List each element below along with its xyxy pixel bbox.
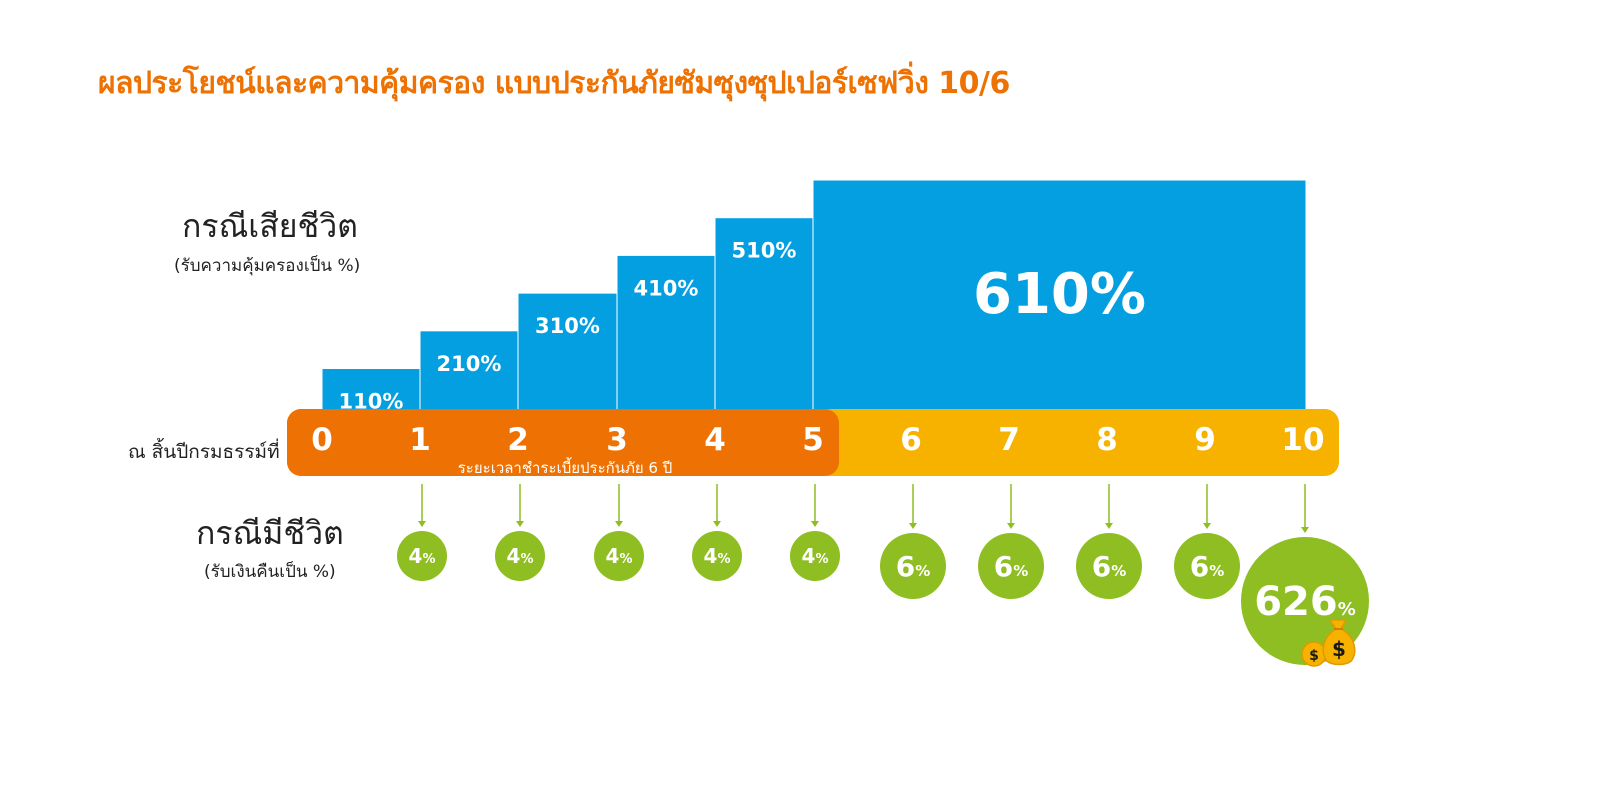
death-benefit-bar	[616, 254, 716, 411]
death-benefit-bar	[419, 330, 519, 411]
payout-circle	[594, 531, 644, 581]
payout-arrow-head	[615, 521, 623, 527]
payout-arrow-head	[1301, 527, 1309, 533]
payout-arrow-head	[909, 523, 917, 529]
payout-circle	[1174, 533, 1240, 599]
payout-value-label: 6%	[994, 550, 1029, 583]
payout-value-label: 4%	[802, 544, 829, 568]
timeline-tick-label: 6	[900, 422, 922, 458]
payout-circle	[978, 533, 1044, 599]
payout-value-label: 626%	[1254, 579, 1356, 625]
payout-arrow-head	[516, 521, 524, 527]
death-benefit-label: 610%	[973, 262, 1146, 327]
death-benefit-bar	[812, 179, 1307, 411]
death-case-label: กรณีเสียชีวิต	[182, 207, 358, 245]
living-case-sublabel: (รับเงินคืนเป็น %)	[204, 562, 336, 582]
payout-value-label: 4%	[704, 544, 731, 568]
payout-value-label: 4%	[409, 544, 436, 568]
premium-period-track	[287, 409, 839, 476]
payout-value-label: 6%	[1092, 550, 1127, 583]
payout-circle	[880, 533, 946, 599]
death-benefit-label: 410%	[634, 276, 699, 300]
timeline-tick-label: 1	[409, 422, 431, 458]
timeline-label: ณ สิ้นปีกรมธรรม์ที่	[128, 441, 280, 463]
death-benefit-bar	[517, 292, 618, 411]
money-bag-icon: $ $	[1301, 619, 1356, 667]
payout-arrow-head	[1105, 523, 1113, 529]
payout-arrow-head	[1007, 523, 1015, 529]
svg-text:$: $	[1332, 637, 1346, 661]
payout-value-label: 6%	[1190, 550, 1225, 583]
timeline-tick-label: 4	[704, 422, 726, 458]
payout-value-label: 4%	[507, 544, 534, 568]
timeline-tick-label: 8	[1096, 422, 1118, 458]
timeline-tick-label: 10	[1281, 422, 1324, 458]
death-benefit-bar	[714, 217, 814, 411]
payout-circle	[397, 531, 447, 581]
death-benefit-label: 510%	[732, 239, 797, 263]
payout-circle	[790, 531, 840, 581]
payout-circle	[495, 531, 545, 581]
payout-arrow-head	[418, 521, 426, 527]
death-case-sublabel: (รับความคุ้มครองเป็น %)	[174, 256, 361, 276]
death-benefit-label: 210%	[437, 352, 502, 376]
living-case-label: กรณีมีชีวิต	[196, 514, 344, 552]
payout-arrow-head	[713, 521, 721, 527]
page-title: ผลประโยชน์และความคุ้มครอง แบบประกันภัยซั…	[98, 66, 1010, 101]
timeline-tick-label: 2	[507, 422, 529, 458]
payout-circle	[692, 531, 742, 581]
timeline-tick-label: 0	[311, 422, 333, 458]
death-benefit-label: 310%	[535, 314, 600, 338]
timeline-tick-label: 7	[998, 422, 1020, 458]
svg-text:$: $	[1309, 648, 1319, 664]
timeline-tick-label: 3	[606, 422, 628, 458]
payout-arrow-head	[1203, 523, 1211, 529]
payout-arrow-head	[811, 521, 819, 527]
payout-circle	[1076, 533, 1142, 599]
premium-period-note: ระยะเวลาชำระเบี้ยประกันภัย 6 ปี	[458, 457, 673, 477]
timeline-tick-label: 9	[1194, 422, 1216, 458]
payout-value-label: 4%	[606, 544, 633, 568]
payout-value-label: 6%	[896, 550, 931, 583]
timeline-tick-label: 5	[802, 422, 824, 458]
